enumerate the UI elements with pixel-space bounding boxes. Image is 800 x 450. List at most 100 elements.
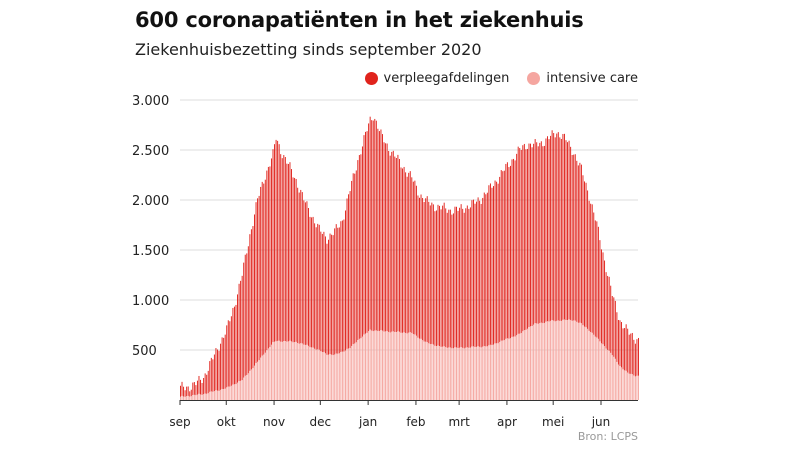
bar-verpleeg: [469, 207, 471, 348]
bar-ic: [446, 347, 448, 400]
bar-ic: [386, 331, 388, 400]
bar-verpleeg: [301, 192, 303, 344]
bar-verpleeg: [391, 151, 393, 332]
bar-ic: [289, 340, 291, 400]
bar-ic: [394, 331, 396, 400]
bar-verpleeg: [392, 150, 394, 332]
bar-ic: [291, 341, 292, 400]
bar-ic: [474, 347, 476, 400]
bar-verpleeg: [565, 140, 567, 321]
bar-verpleeg: [613, 297, 615, 357]
bar-ic: [610, 352, 612, 400]
bar-verpleeg: [281, 158, 283, 342]
bar-ic: [224, 388, 226, 400]
bar-ic: [577, 322, 579, 400]
bar-ic: [184, 396, 186, 400]
bar-verpleeg: [397, 154, 399, 332]
bar-verpleeg: [412, 181, 414, 335]
bar-verpleeg: [431, 202, 433, 344]
bar-ic: [522, 331, 524, 400]
bar-verpleeg: [539, 142, 541, 324]
bar-verpleeg: [480, 203, 482, 348]
bar-ic: [235, 384, 237, 400]
bar-ic: [371, 330, 373, 400]
bar-verpleeg: [477, 197, 479, 347]
bar-verpleeg: [297, 187, 299, 344]
bar-verpleeg: [289, 162, 291, 341]
bar-verpleeg: [591, 204, 593, 333]
bar-verpleeg: [309, 216, 311, 348]
bar-ic: [227, 386, 229, 400]
bar-verpleeg: [614, 300, 616, 359]
bar-verpleeg: [275, 139, 277, 342]
bar-verpleeg: [250, 229, 252, 370]
bar-verpleeg: [440, 209, 442, 347]
bar-verpleeg: [617, 319, 619, 365]
bar-ic: [192, 395, 194, 400]
bar-ic: [318, 349, 320, 400]
bar-ic: [451, 348, 453, 400]
bar-ic: [397, 331, 399, 400]
bar-verpleeg: [465, 208, 467, 348]
bar-ic: [505, 338, 507, 400]
bar-ic: [442, 346, 444, 400]
bar-ic: [372, 331, 374, 400]
bar-ic: [218, 390, 220, 400]
bar-verpleeg: [489, 183, 491, 345]
bar-verpleeg: [493, 186, 494, 345]
bar-verpleeg: [502, 171, 504, 341]
bar-ic: [462, 347, 464, 400]
bar-ic: [366, 332, 368, 400]
bar-verpleeg: [394, 156, 396, 332]
bar-ic: [567, 319, 569, 400]
bar-verpleeg: [505, 163, 507, 339]
bar-verpleeg: [446, 212, 448, 348]
bar-verpleeg: [226, 325, 228, 388]
bar-verpleeg: [519, 148, 521, 334]
bar-ic: [542, 323, 544, 400]
bar-verpleeg: [324, 236, 326, 354]
bar-verpleeg: [232, 307, 234, 385]
bar-verpleeg: [602, 252, 604, 345]
bar-ic: [358, 338, 360, 400]
bar-ic: [254, 365, 255, 400]
bar-ic: [580, 323, 582, 400]
bar-verpleeg: [536, 142, 538, 324]
bar-ic: [326, 354, 328, 400]
bar-ic: [631, 374, 633, 400]
bar-ic: [301, 343, 303, 400]
bar-verpleeg: [486, 192, 488, 347]
bar-ic: [616, 361, 618, 400]
bar-verpleeg: [423, 202, 425, 342]
bar-verpleeg: [277, 140, 279, 341]
bar-ic: [258, 360, 260, 400]
bar-ic: [294, 342, 296, 400]
bar-ic: [485, 346, 487, 400]
bar-ic: [240, 380, 242, 400]
bar-verpleeg: [513, 158, 515, 337]
bar-verpleeg: [510, 165, 511, 339]
bar-verpleeg: [435, 210, 437, 347]
bar-verpleeg: [358, 155, 360, 339]
bar-ic: [588, 330, 590, 400]
bar-ic: [516, 335, 518, 400]
bar-verpleeg: [607, 275, 609, 350]
bar-ic: [445, 347, 447, 400]
bar-verpleeg: [526, 148, 528, 329]
bar-ic: [315, 349, 317, 400]
bar-verpleeg: [499, 176, 501, 342]
bar-verpleeg: [213, 354, 215, 392]
bar-verpleeg: [267, 166, 269, 349]
bar-ic: [283, 341, 285, 400]
bar-verpleeg: [584, 181, 585, 327]
bar-verpleeg: [428, 201, 430, 344]
bar-ic: [486, 346, 488, 400]
bar-ic: [278, 340, 280, 400]
bar-ic: [229, 386, 231, 400]
bar-verpleeg: [557, 132, 559, 321]
bar-ic: [247, 373, 249, 400]
bar-verpleeg: [624, 328, 626, 371]
bar-verpleeg: [542, 146, 544, 324]
bar-ic: [280, 341, 282, 400]
bar-verpleeg: [374, 118, 376, 331]
